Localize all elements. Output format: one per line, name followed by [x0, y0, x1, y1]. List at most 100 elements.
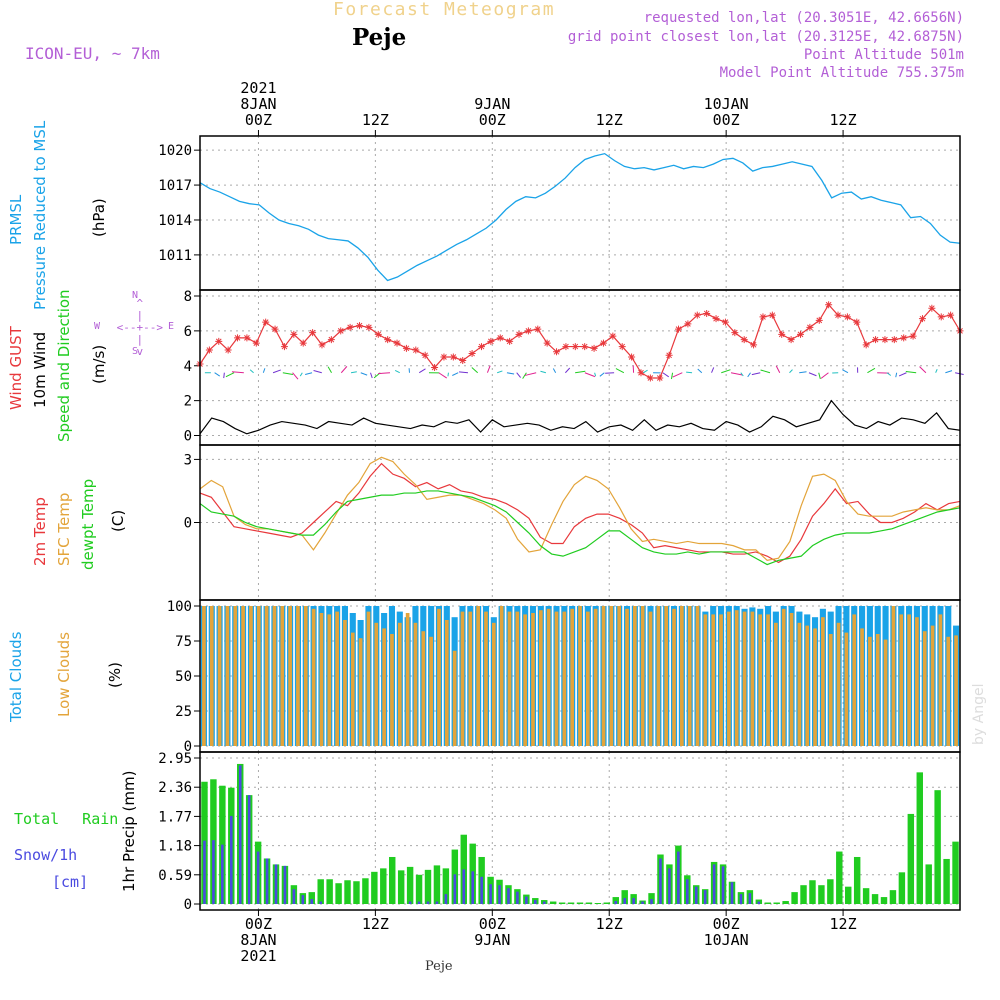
low-cloud-bar [922, 631, 927, 746]
gust-point [675, 325, 683, 333]
time-label-line: 2021 [240, 947, 277, 966]
wind-direction-arrow [898, 372, 907, 377]
snow-bar [623, 898, 626, 904]
low-cloud-bar [703, 614, 708, 746]
low-cloud-bar [523, 614, 527, 746]
rain-bar [406, 866, 414, 904]
rain-bar [415, 874, 423, 904]
rain-bar [853, 856, 861, 904]
ytick-label-pressure: 1020 [158, 143, 192, 159]
low-cloud-bar [781, 608, 786, 746]
gust-point [252, 339, 260, 347]
low-cloud-bar [836, 622, 841, 746]
low-cloud-bar [664, 606, 669, 746]
snow-bar [632, 898, 635, 904]
wind-direction-arrow [524, 372, 537, 376]
snow-bar [319, 901, 322, 904]
snow-bar [534, 900, 537, 904]
snow-bar [453, 874, 457, 904]
low-cloud-bar [852, 614, 857, 746]
time-label-line: 00Z [244, 915, 272, 933]
low-cloud-bar [452, 650, 457, 746]
ytick-label-clouds: 25 [175, 704, 192, 720]
gust-point [590, 344, 598, 352]
wind-direction-arrow [711, 367, 715, 373]
low-cloud-bar [946, 636, 951, 746]
gust-point [496, 334, 504, 342]
gust-point [581, 343, 589, 351]
time-label-bottom: 00Z 9JAN [452, 916, 532, 949]
low-cloud-bar [915, 617, 919, 746]
wind-direction-arrow [818, 372, 821, 380]
low-cloud-bar [609, 606, 614, 746]
low-cloud-bar [774, 622, 778, 746]
rain-bar [818, 885, 825, 904]
low-cloud-bar [828, 634, 833, 746]
low-cloud-bar [374, 622, 379, 746]
rain-bar [442, 868, 450, 904]
low-cloud-bar [507, 611, 512, 746]
low-cloud-bar [891, 606, 896, 746]
ytick-label-precipitation: 0 [184, 897, 192, 913]
rain-bar [576, 902, 584, 904]
gust-point [440, 353, 448, 361]
gust-line [199, 303, 961, 379]
low-cloud-bar [515, 611, 520, 746]
gust-point [290, 330, 298, 338]
low-cloud-bar [562, 611, 567, 746]
gust-point [909, 332, 917, 340]
snow-bar [694, 886, 698, 904]
snow-bar [659, 858, 662, 904]
low-cloud-bar [382, 628, 386, 746]
wind-direction-arrow [214, 372, 221, 377]
low-cloud-bar [633, 606, 637, 746]
low-cloud-bar [907, 614, 911, 746]
wind-direction-arrow [565, 367, 571, 374]
time-label-line: 00Z [478, 111, 506, 130]
low-cloud-bar [476, 606, 480, 746]
compass-s: S [132, 346, 139, 357]
wind10-line [199, 399, 961, 435]
low-cloud-bar [601, 606, 606, 746]
low-cloud-bar [719, 614, 723, 746]
low-cloud-bar [640, 606, 645, 746]
snow-bar [265, 858, 269, 904]
gust-point [553, 348, 561, 356]
low-cloud-bar [750, 611, 755, 746]
low-cloud-bar [233, 606, 238, 746]
wind-direction-arrow [459, 371, 468, 374]
ytick-label-precipitation: 2.95 [158, 751, 192, 767]
wind-direction-arrow [552, 368, 557, 373]
low-cloud-bar [468, 611, 473, 746]
snow-bar [444, 894, 448, 904]
rain-bar [809, 880, 816, 904]
low-cloud-bar [578, 606, 582, 746]
gust-point [346, 323, 354, 331]
wind-direction-arrow [747, 372, 751, 378]
wind-direction-arrow [945, 370, 953, 374]
panel-frame-precipitation [199, 751, 961, 911]
low-cloud-bar [366, 611, 371, 746]
wind-direction-arrow [842, 369, 849, 374]
low-cloud-bar [256, 606, 261, 746]
rain-bar [836, 851, 843, 904]
low-cloud-bar [844, 632, 849, 746]
ytick-label-temperature: 0 [184, 516, 192, 532]
low-cloud-bar [327, 614, 332, 746]
low-cloud-bar [280, 606, 285, 746]
ytick-label-precipitation: 2.36 [158, 780, 192, 796]
time-label-line: 00Z [244, 111, 272, 130]
wind-direction-arrow [919, 366, 927, 374]
low-cloud-bar [593, 608, 598, 746]
low-cloud-bar [421, 631, 426, 746]
ytick-label-pressure: 1017 [158, 178, 192, 194]
snow-label: Snow/1h [14, 846, 78, 864]
wind-direction-arrow [486, 365, 491, 373]
gust-point [234, 334, 242, 342]
gust-point [562, 343, 570, 351]
wind-direction-arrow [599, 372, 605, 377]
gust-point [853, 318, 861, 326]
snow-bar [238, 765, 242, 904]
low-cloud-bar [687, 606, 692, 746]
